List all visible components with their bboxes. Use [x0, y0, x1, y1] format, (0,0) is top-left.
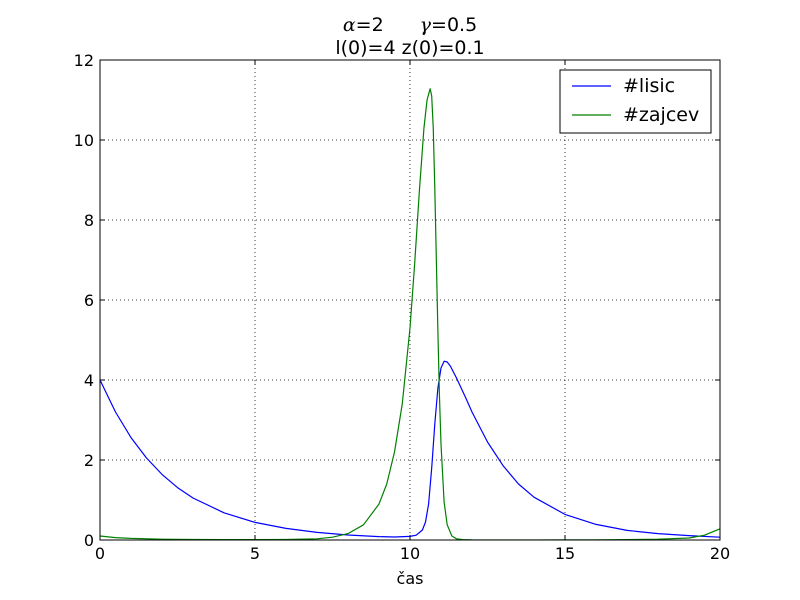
y-tick-label: 6: [84, 291, 94, 310]
x-tick-label: 5: [250, 544, 260, 563]
y-tick-label: 4: [84, 371, 94, 390]
chart-title-line2: l(0)=4 z(0)=0.1: [335, 37, 484, 59]
y-tick-labels: 0 2 4 6 8 10 12: [74, 51, 94, 550]
title-alpha-value: =2: [356, 14, 384, 36]
grid: [100, 60, 720, 540]
title-gamma-value: =0.5: [431, 14, 477, 36]
x-tick-label: 15: [555, 544, 575, 563]
x-tick-labels: 0 5 10 15 20: [95, 544, 730, 563]
y-tick-label: 10: [74, 131, 94, 150]
y-tick-label: 12: [74, 51, 94, 70]
title-gamma-symbol: γ: [420, 14, 432, 36]
y-tick-label: 8: [84, 211, 94, 230]
title-alpha-symbol: α: [343, 14, 356, 36]
x-tick-label: 10: [400, 544, 420, 563]
legend: #lisic #zajcev: [559, 69, 712, 134]
x-tick-label: 20: [710, 544, 730, 563]
y-tick-label: 2: [84, 451, 94, 470]
chart-title-line1: α=2 γ=0.5: [343, 14, 477, 36]
y-tick-label: 0: [84, 531, 94, 550]
legend-label-lisic: #lisic: [623, 75, 675, 97]
legend-label-zajcev: #zajcev: [623, 104, 699, 126]
x-axis-label: čas: [397, 569, 424, 588]
series-line-lisic: [100, 360, 720, 538]
x-tick-label: 0: [95, 544, 105, 563]
tick-marks: [99, 59, 721, 541]
legend-box: [559, 69, 712, 134]
